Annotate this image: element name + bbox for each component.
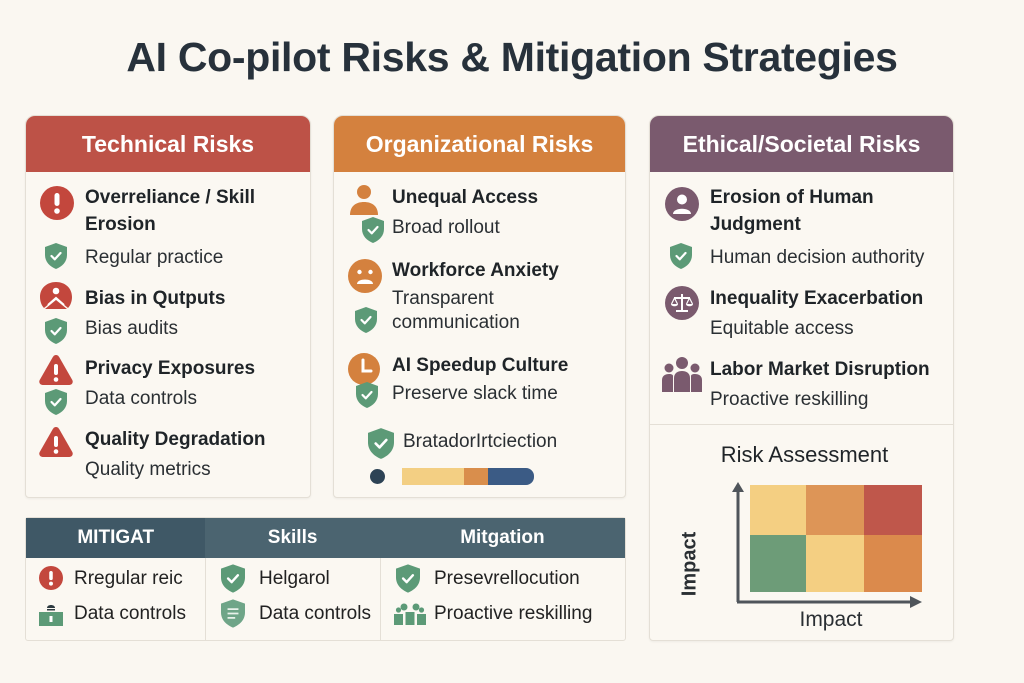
warning-triangle-icon — [39, 355, 73, 385]
table-cell: Data controls — [74, 603, 186, 624]
progress-bar — [402, 468, 534, 485]
scales-icon — [665, 286, 699, 320]
mitigation-text: Broad rollout — [392, 217, 500, 238]
technical-risks-header: Technical Risks — [26, 116, 310, 172]
risk-name-line2: Judgment — [710, 214, 801, 235]
risk-name: Labor Market Disruption — [710, 359, 930, 380]
shield-check-icon — [396, 564, 420, 593]
risk-name: Privacy Exposures — [85, 358, 256, 379]
organizational-risks-header: Organizational Risks — [334, 116, 625, 172]
table-cell: Helgarol — [259, 568, 330, 589]
shield-check-icon — [670, 243, 692, 269]
ethical-risks-header: Ethical/Societal Risks — [650, 116, 953, 172]
table-cell: Data controls — [259, 603, 371, 624]
group-icon — [662, 356, 702, 392]
table-cell: Proactive reskilling — [434, 603, 593, 624]
matrix-cell-r1c1 — [750, 485, 806, 535]
mitigation-text: Human decision authority — [710, 247, 925, 268]
exclamation-circle-icon — [40, 186, 74, 220]
shield-check-icon — [368, 428, 394, 459]
shield-check-icon — [45, 243, 67, 269]
ethical-risks-card: Ethical/Societal Risks Erosion of Human … — [649, 115, 954, 641]
risk-name: Unequal Access — [392, 187, 539, 208]
risk-matrix: Impact Impact — [650, 476, 955, 641]
column-header: Mitgation — [379, 518, 626, 558]
matrix-cell-r2c3 — [864, 535, 922, 592]
lock-icon — [39, 600, 63, 626]
shield-check-icon — [355, 307, 377, 333]
shield-doc-icon — [221, 599, 245, 628]
risk-name: AI Speedup Culture — [392, 355, 569, 376]
matrix-cell-r1c3 — [864, 485, 922, 535]
worried-face-icon — [348, 259, 382, 293]
table-header-row: MITIGAT Skills Mitgation — [26, 518, 626, 558]
section-divider — [650, 424, 953, 425]
risk-assessment-title: Risk Assessment — [720, 442, 889, 467]
table-column-1: Rregular reic Data controls — [26, 558, 206, 640]
organizational-risks-card: Organizational Risks Unequal Access Broa… — [333, 115, 626, 498]
table-column-2: Helgarol Data controls — [206, 558, 381, 640]
technical-risks-card: Technical Risks Overreliance / Skill Ero… — [25, 115, 311, 498]
risk-name-line2: Erosion — [85, 214, 156, 235]
mitigation-text: Regular practice — [85, 247, 224, 268]
page-title: AI Co-pilot Risks & Mitigation Strategie… — [126, 34, 898, 80]
risk-name: Workforce Anxiety — [392, 260, 559, 281]
shield-check-icon — [45, 318, 67, 344]
progress-segment-orange — [464, 468, 488, 485]
matrix-cell-r1c2 — [806, 485, 864, 535]
exclamation-circle-icon — [39, 566, 63, 590]
matrix-cell-r2c2 — [806, 535, 864, 592]
extra-label: BratadorIrtciection — [403, 431, 558, 452]
risk-name: Quality Degradation — [85, 429, 266, 450]
mitigation-text-line2: communication — [392, 312, 520, 333]
mitigation-text: Data controls — [85, 388, 197, 409]
x-axis-label: Impact — [799, 608, 863, 631]
table-column-3: Presevrellocution Proactive reskilling — [381, 558, 627, 640]
risk-name: Inequality Exacerbation — [710, 288, 924, 309]
column-header: MITIGAT — [26, 518, 206, 558]
matrix-cell-r2c1 — [750, 535, 806, 592]
mitigation-text: Proactive reskilling — [710, 389, 869, 410]
status-dot — [370, 469, 385, 484]
mitigation-table: MITIGAT Skills Mitgation Rregular reic D… — [25, 517, 626, 641]
table-cell: Rregular reic — [74, 568, 183, 589]
column-header: Skills — [205, 518, 380, 558]
shield-check-icon — [356, 382, 378, 408]
shield-check-icon — [221, 564, 245, 593]
risk-name: Erosion of Human — [710, 187, 874, 208]
progress-segment-yellow — [402, 468, 464, 485]
person-icon — [348, 184, 380, 216]
person-warning-icon — [40, 282, 72, 314]
shield-check-icon — [362, 217, 384, 243]
clock-icon — [348, 353, 380, 385]
mitigation-text: Bias audits — [85, 318, 178, 339]
warning-triangle-icon — [39, 426, 73, 458]
mitigation-text: Preserve slack time — [392, 383, 558, 404]
risk-name: Overreliance / Skill — [85, 187, 256, 208]
risk-name: Bias in Qutputs — [85, 288, 226, 309]
matrix-axes — [732, 482, 922, 608]
shield-check-icon — [45, 389, 67, 415]
table-cell: Presevrellocution — [434, 568, 580, 589]
mitigation-text-line1: Transparent — [392, 288, 494, 309]
group-icon — [394, 603, 426, 625]
mitigation-text: Equitable access — [710, 318, 854, 339]
mitigation-text: Quality metrics — [85, 459, 211, 480]
user-circle-icon — [665, 187, 699, 221]
progress-segment-blue — [488, 468, 534, 485]
